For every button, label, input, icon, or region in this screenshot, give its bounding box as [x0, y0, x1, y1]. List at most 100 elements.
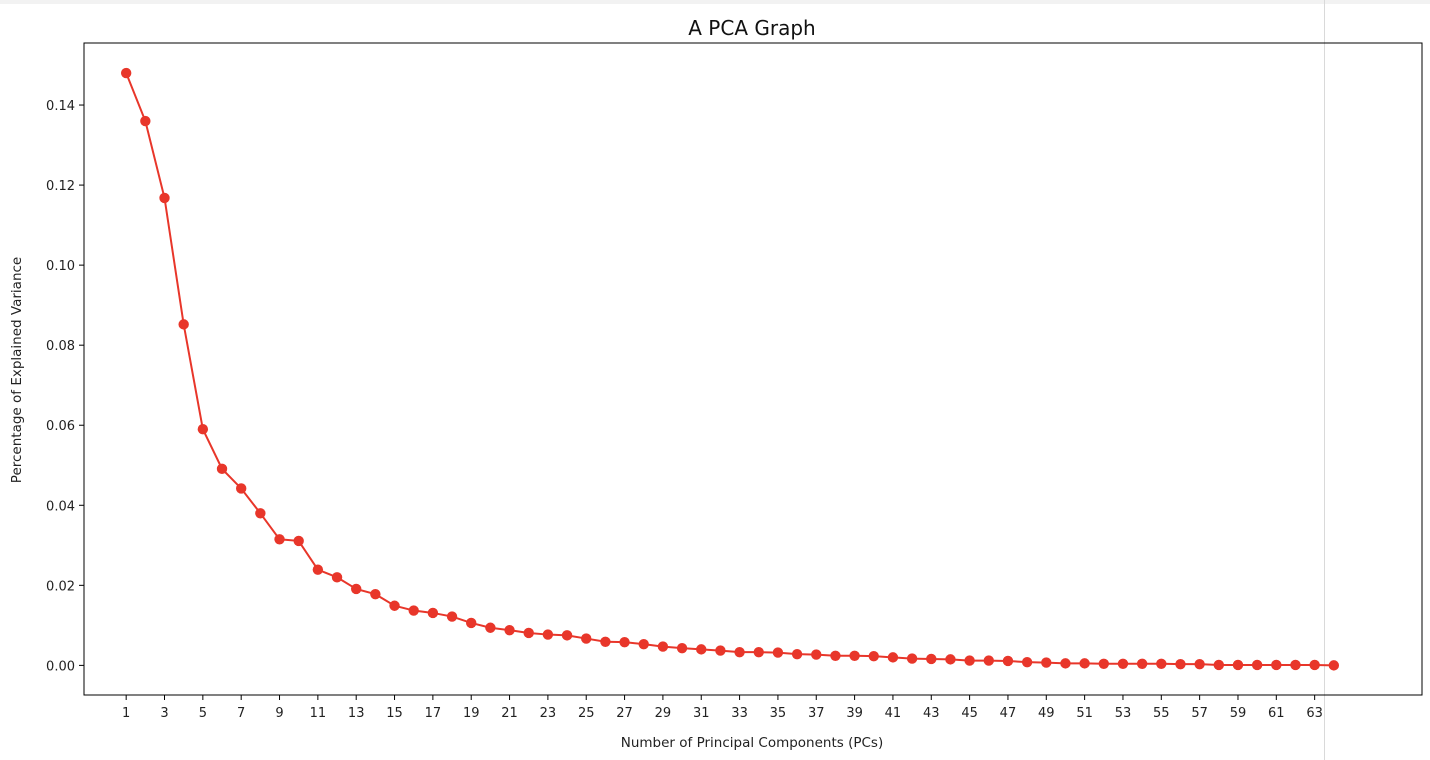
x-tick-label: 3 [160, 706, 168, 721]
x-tick-label: 37 [808, 706, 825, 721]
data-point [715, 645, 726, 656]
data-point [926, 653, 937, 665]
data-point [120, 67, 132, 79]
cell-divider [1324, 0, 1325, 760]
x-tick-label: 15 [386, 706, 403, 721]
y-tick-label: 0.08 [46, 339, 75, 354]
data-point [868, 650, 879, 662]
x-tick-label: 21 [501, 706, 518, 721]
data-point [600, 636, 611, 647]
data-point [734, 646, 745, 658]
x-tick-label: 5 [199, 706, 207, 721]
y-axis-label: Percentage of Explained Variance [9, 257, 25, 483]
data-point [983, 655, 994, 666]
y-tick-label: 0.06 [46, 419, 75, 434]
y-tick-label: 0.10 [46, 259, 75, 274]
data-point [945, 654, 956, 665]
y-tick-label: 0.04 [46, 499, 75, 514]
series-line [125, 72, 1334, 667]
data-point [1328, 660, 1340, 671]
data-point [811, 649, 822, 660]
data-point [351, 583, 362, 595]
data-point [1271, 659, 1282, 671]
y-tick-label: 0.02 [46, 579, 75, 594]
plot-frame [83, 42, 1423, 696]
x-axis-label: Number of Principal Components (PCs) [621, 735, 883, 751]
data-point [159, 192, 170, 204]
data-point [140, 115, 151, 127]
data-point [1290, 659, 1301, 671]
x-tick-label: 11 [310, 706, 327, 721]
x-tick-label: 41 [885, 706, 902, 721]
data-point [1002, 655, 1014, 667]
x-tick-label: 23 [540, 706, 557, 721]
data-point [485, 622, 496, 633]
data-point [581, 633, 592, 644]
data-point [696, 644, 707, 655]
data-point [1309, 659, 1320, 671]
data-point [906, 653, 918, 664]
x-tick-label: 29 [655, 706, 672, 721]
data-point [427, 607, 439, 619]
data-point [1060, 658, 1071, 669]
x-axis: 1 3 5 7 9 11 13 15 17 19 21 23 25 27 29 31 33 35 37 39 41 43 4… [122, 695, 1323, 721]
data-point [1213, 659, 1225, 671]
data-point [561, 630, 573, 641]
x-tick-label: 1 [122, 706, 130, 721]
x-tick-label: 43 [923, 706, 940, 721]
data-point [542, 629, 554, 640]
x-tick-label: 33 [731, 706, 748, 721]
data-point [1079, 658, 1090, 669]
x-tick-label: 45 [961, 706, 978, 721]
data-point [1232, 659, 1244, 671]
data-point [1041, 657, 1052, 668]
x-tick-label: 9 [275, 706, 283, 721]
x-tick-label: 53 [1115, 706, 1132, 721]
x-tick-label: 55 [1153, 706, 1170, 721]
data-point [389, 600, 400, 611]
x-tick-label: 51 [1076, 706, 1093, 721]
data-point [255, 508, 266, 519]
x-tick-label: 31 [693, 706, 710, 721]
data-point [791, 648, 803, 660]
data-point [830, 650, 841, 661]
top-strip [0, 0, 1430, 4]
data-point [446, 611, 458, 622]
x-tick-label: 17 [425, 706, 442, 721]
data-point [619, 636, 630, 648]
data-point [235, 483, 247, 494]
data-point [408, 605, 419, 616]
data-point [676, 642, 688, 654]
data-point [274, 534, 285, 545]
data-point [1136, 658, 1148, 669]
series-points [120, 67, 1340, 671]
data-point [1156, 658, 1167, 669]
data-point [657, 641, 669, 652]
data-point [1194, 658, 1205, 670]
y-tick-label: 0.00 [46, 659, 75, 674]
data-point [1251, 659, 1263, 671]
data-point [772, 647, 784, 658]
chart-title: A PCA Graph [688, 16, 815, 40]
data-point [331, 572, 343, 583]
y-tick-label: 0.12 [46, 179, 75, 194]
data-point [753, 646, 764, 658]
x-tick-label: 13 [348, 706, 365, 721]
data-point [1021, 656, 1033, 668]
data-point [312, 564, 324, 575]
data-point [887, 652, 899, 663]
data-point [849, 650, 860, 661]
data-point [370, 588, 381, 600]
x-tick-label: 7 [237, 706, 245, 721]
x-tick-label: 63 [1306, 706, 1323, 721]
x-tick-label: 47 [1000, 706, 1017, 721]
x-tick-label: 19 [463, 706, 480, 721]
data-point [293, 535, 304, 547]
x-tick-label: 57 [1191, 706, 1208, 721]
data-point [964, 655, 975, 666]
x-tick-label: 25 [578, 706, 595, 721]
data-point [1098, 658, 1109, 669]
x-tick-label: 61 [1268, 706, 1285, 721]
data-point [523, 627, 534, 639]
